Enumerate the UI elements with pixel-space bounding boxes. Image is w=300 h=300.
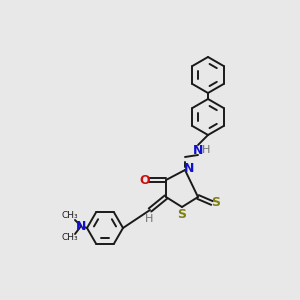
Text: CH₃: CH₃: [62, 212, 78, 220]
Text: S: S: [212, 196, 220, 209]
Text: N: N: [184, 161, 194, 175]
Text: H: H: [145, 214, 153, 224]
Text: CH₃: CH₃: [62, 233, 78, 242]
Text: S: S: [178, 208, 187, 220]
Text: H: H: [202, 145, 210, 155]
Text: O: O: [140, 173, 150, 187]
Text: N: N: [76, 220, 86, 232]
Text: N: N: [193, 143, 203, 157]
